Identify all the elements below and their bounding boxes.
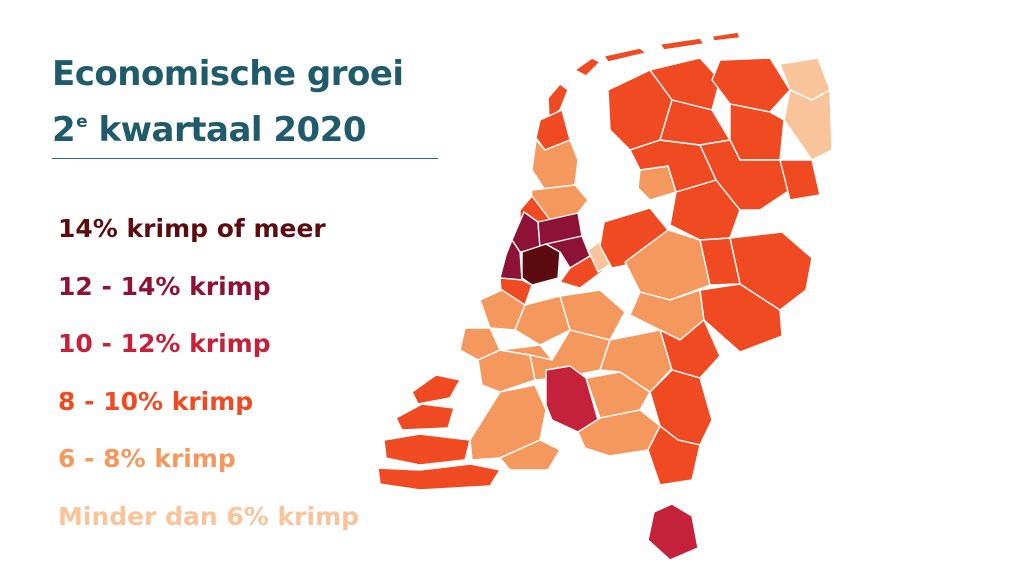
region-haarlem [499,239,523,281]
region-zuid-limburg [647,503,699,561]
title-quarter-suffix: e [76,112,88,132]
region-emmen [779,159,821,201]
region-salland [699,237,741,286]
region-wadden-1 [547,83,569,119]
region-tilburg [545,365,599,433]
region-drenthe-noord [729,103,785,161]
legend-item-10-12: 10 - 12% krimp [58,329,271,358]
region-wadden-3 [603,47,647,63]
legend-item-14-plus: 14% krimp of meer [58,214,326,243]
title-line-1: Economische groei [52,54,404,94]
region-noord-holland-noord [531,139,579,191]
netherlands-choropleth-map [377,31,833,561]
region-midden-limburg [647,425,701,486]
map-title: Economische groei 2e kwartaal 2020 [52,50,404,154]
region-walcheren [383,433,471,466]
region-friesland-noord [649,57,721,111]
region-friesland-oost [659,99,731,146]
region-den-bosch [585,371,651,419]
region-wadden-4 [659,37,705,51]
region-breda [499,439,561,471]
legend-item-12-14: 12 - 14% krimp [58,271,271,301]
region-amsterdam [521,243,561,286]
region-rotterdam [477,349,536,393]
region-gooi [559,255,605,289]
region-groningen [711,57,791,113]
region-oost-groningen [783,89,833,161]
region-zeeuws-vlaanderen [377,463,501,491]
region-wadden-5 [711,31,741,42]
region-utrecht [559,289,626,341]
legend-item-under-6: Minder dan 6% krimp [58,501,360,531]
region-wadden-2 [574,57,601,77]
title-line-2: 2e kwartaal 2020 [52,98,404,154]
region-schouwen [395,403,455,431]
title-quarter-number: 2 [52,110,76,150]
title-period: kwartaal 2020 [87,110,367,150]
legend-item-8-10: 8 - 10% krimp [58,386,254,416]
region-utrecht-west [514,295,571,346]
region-west-brabant [469,384,547,461]
title-divider [52,158,438,159]
legend-item-6-8: 6 - 8% krimp [58,444,236,473]
legend: 14% krimp of meer 12 - 14% krimp 10 - 12… [58,208,359,553]
region-goeree [411,374,461,405]
